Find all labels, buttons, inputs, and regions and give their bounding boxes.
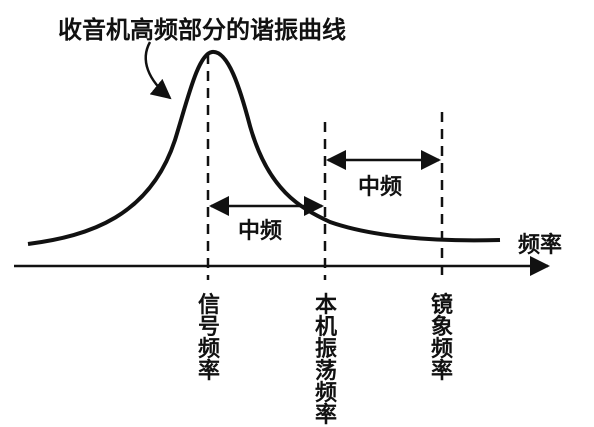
- diagram-title: 收音机高频部分的谐振曲线: [58, 16, 346, 44]
- if-span-lower-label: 中频: [238, 219, 282, 244]
- image-frequency-label: 镜象频率: [431, 292, 453, 384]
- local-oscillator-frequency-label: 本机振荡频率: [315, 293, 337, 427]
- signal-frequency-label: 信号频率: [198, 292, 220, 384]
- title-leader-line: [144, 41, 172, 100]
- resonance-curve: [27, 50, 501, 246]
- if-span-upper-label: 中频: [358, 175, 402, 200]
- frequency-axis-label: 频率: [518, 232, 562, 258]
